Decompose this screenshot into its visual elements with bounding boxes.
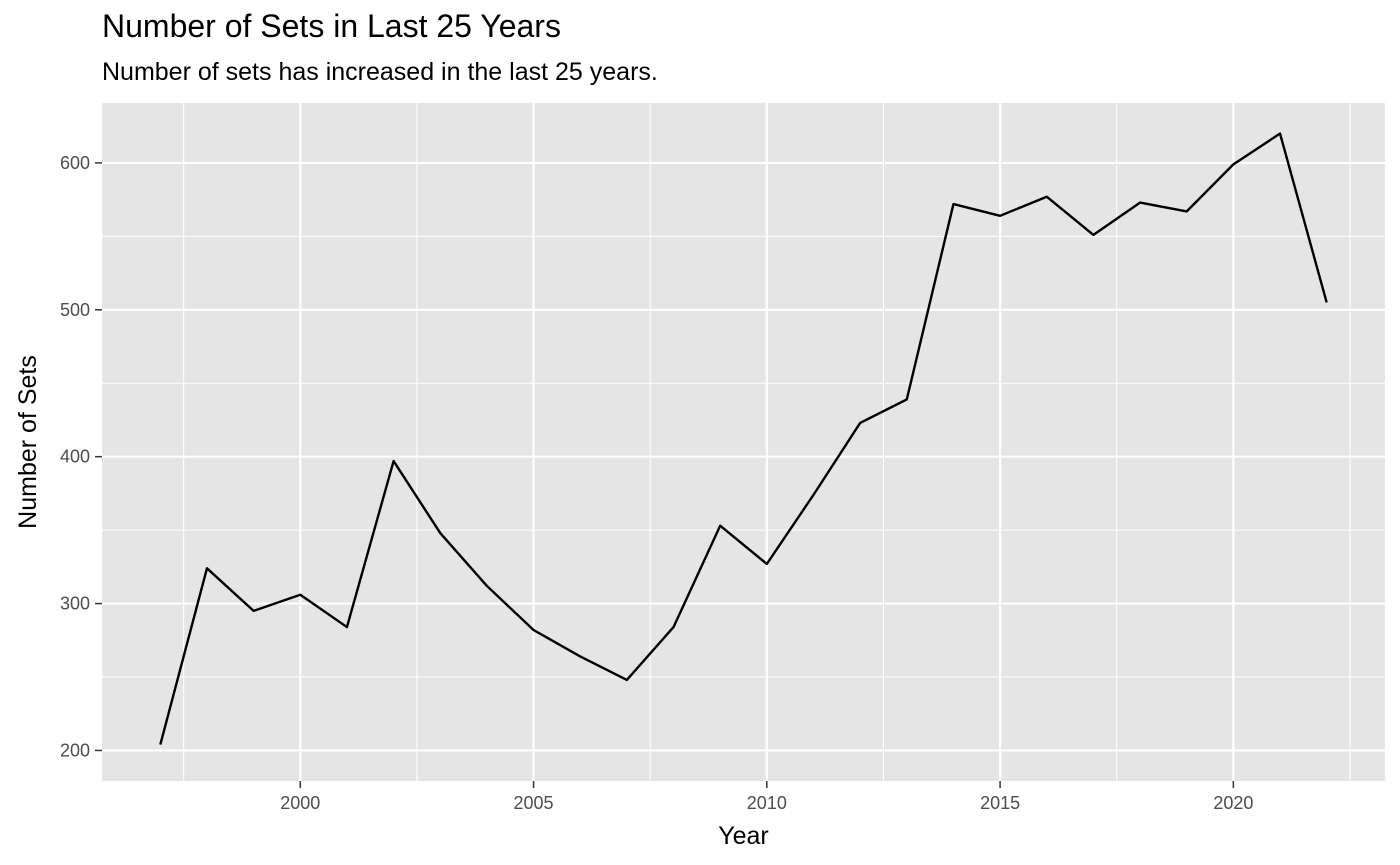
axis-ticks: 2000 2005 2010 2015 2020 200 300 400 500 600 bbox=[60, 153, 1253, 813]
series-line-0 bbox=[159, 132, 1328, 745]
x-tick-label: 2020 bbox=[1213, 793, 1253, 813]
x-tick-label: 2015 bbox=[980, 793, 1020, 813]
chart-title: Number of Sets in Last 25 Years bbox=[102, 8, 561, 44]
y-tick-label: 200 bbox=[60, 740, 90, 760]
x-axis-title: Year bbox=[718, 822, 769, 850]
y-tick-label: 500 bbox=[60, 300, 90, 320]
x-tick-label: 2000 bbox=[280, 793, 320, 813]
y-tick-label: 400 bbox=[60, 447, 90, 467]
y-tick-label: 300 bbox=[60, 594, 90, 614]
minor-gridlines bbox=[102, 103, 1385, 781]
chart-subtitle: Number of sets has increased in the last… bbox=[102, 58, 658, 86]
plot-panel bbox=[102, 103, 1385, 781]
y-tick-label: 600 bbox=[60, 153, 90, 173]
x-tick-label: 2010 bbox=[747, 793, 787, 813]
series-layer bbox=[159, 132, 1328, 745]
major-gridlines bbox=[102, 103, 1385, 781]
y-axis-title: Number of Sets bbox=[14, 355, 42, 529]
x-tick-label: 2005 bbox=[514, 793, 554, 813]
